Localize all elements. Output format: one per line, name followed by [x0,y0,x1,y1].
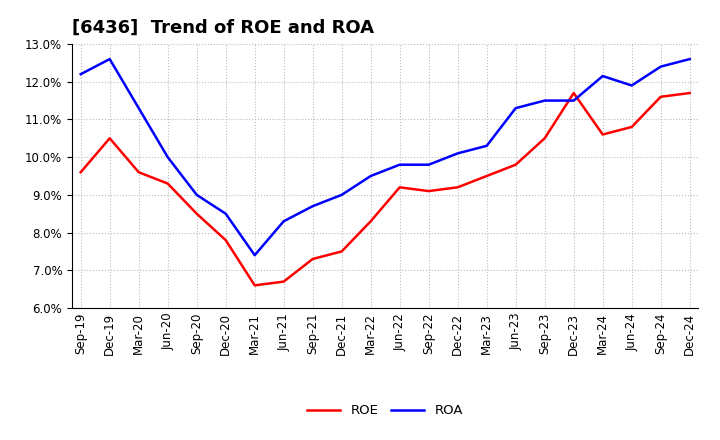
ROE [76,169,85,175]
ROA [454,151,462,156]
ROA [511,106,520,111]
ROA [541,98,549,103]
Line: ROE: ROE [81,93,690,286]
ROE [251,283,259,288]
ROA [192,192,201,198]
ROA [135,106,143,111]
ROE [338,249,346,254]
Line: ROA: ROA [81,59,690,255]
ROA [76,72,85,77]
ROE [163,181,172,186]
ROE [395,185,404,190]
ROA [338,192,346,198]
ROA [221,211,230,216]
ROE [511,162,520,167]
ROE [221,238,230,243]
ROE [366,219,375,224]
ROE [627,125,636,130]
ROA [570,98,578,103]
ROE [454,185,462,190]
ROA [657,64,665,69]
ROE [482,173,491,179]
ROA [627,83,636,88]
ROA [598,73,607,79]
ROA [308,204,317,209]
ROE [570,90,578,95]
Legend: ROE, ROA: ROE, ROA [302,399,469,423]
ROA [279,219,288,224]
ROE [308,257,317,262]
ROE [135,169,143,175]
ROE [657,94,665,99]
Text: [6436]  Trend of ROE and ROA: [6436] Trend of ROE and ROA [72,19,374,37]
ROA [366,173,375,179]
ROE [192,211,201,216]
ROA [685,56,694,62]
ROE [598,132,607,137]
ROE [279,279,288,284]
ROA [424,162,433,167]
ROE [541,136,549,141]
ROE [105,136,114,141]
ROA [163,154,172,160]
ROA [395,162,404,167]
ROE [685,90,694,95]
ROA [251,253,259,258]
ROA [482,143,491,148]
ROA [105,56,114,62]
ROE [424,188,433,194]
